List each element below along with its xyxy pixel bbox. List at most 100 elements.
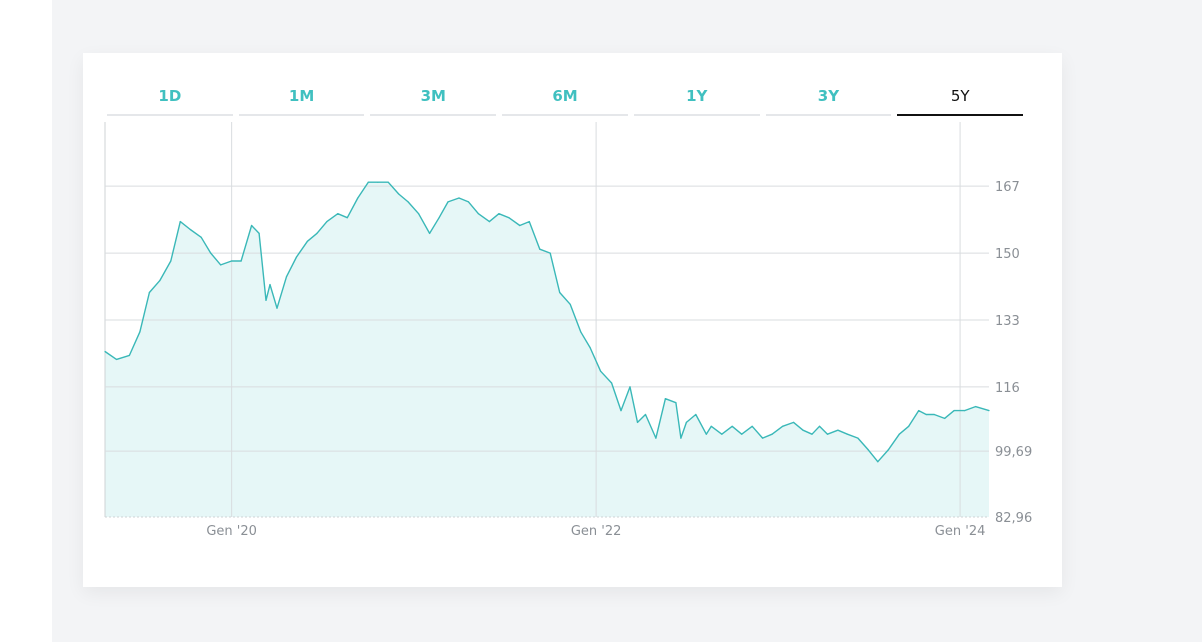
data-point — [580, 331, 582, 333]
data-point — [429, 232, 431, 234]
data-point — [793, 421, 795, 423]
y-tick-label: 82,96 — [995, 511, 1032, 526]
data-point — [655, 437, 657, 439]
data-point — [148, 291, 150, 294]
data-point — [771, 433, 773, 435]
data-point — [620, 410, 622, 412]
data-point — [826, 433, 829, 435]
data-point — [418, 213, 420, 215]
y-tick-label: 116 — [995, 381, 1020, 396]
data-point — [600, 370, 602, 372]
data-point — [644, 413, 647, 416]
data-point — [846, 433, 849, 435]
data-point — [837, 429, 839, 431]
data-point — [539, 248, 541, 250]
data-point — [200, 236, 202, 238]
data-point — [925, 413, 927, 416]
data-point — [387, 181, 389, 183]
data-point — [269, 284, 271, 286]
data-point — [944, 417, 946, 419]
data-point — [731, 425, 733, 427]
data-point — [488, 221, 490, 223]
data-point — [285, 276, 288, 278]
data-point — [933, 413, 935, 416]
y-tick-label: 150 — [995, 247, 1020, 262]
data-point — [811, 433, 813, 435]
tab-6m[interactable]: 6M — [502, 78, 628, 116]
y-tick-label: 133 — [995, 314, 1020, 329]
data-point — [664, 398, 667, 400]
data-point — [867, 449, 869, 451]
tab-1d[interactable]: 1D — [107, 78, 233, 116]
data-point — [407, 201, 409, 203]
data-point — [265, 299, 267, 301]
data-point — [240, 260, 242, 262]
data-point — [139, 331, 141, 333]
data-point — [710, 425, 712, 427]
data-point — [159, 280, 161, 282]
data-point — [477, 213, 479, 215]
tab-1m[interactable]: 1M — [238, 78, 365, 116]
tab-5y[interactable]: 5Y — [897, 78, 1024, 116]
data-point — [611, 382, 613, 384]
data-point — [762, 437, 764, 439]
data-point — [367, 181, 369, 183]
tab-1y[interactable]: 1Y — [633, 78, 760, 116]
tab-3y[interactable]: 3Y — [765, 78, 892, 116]
data-point — [751, 425, 753, 427]
data-point — [629, 386, 631, 388]
range-tabs: 1D 1M 3M 6M 1Y 3Y 5Y — [107, 78, 1024, 118]
data-point — [705, 433, 707, 435]
data-point — [695, 413, 697, 416]
series-line — [104, 181, 990, 463]
data-point — [802, 429, 804, 431]
data-point — [179, 221, 181, 223]
data-point — [189, 228, 191, 231]
data-point — [721, 433, 723, 435]
data-point — [782, 425, 784, 427]
data-point — [988, 410, 990, 412]
data-point — [438, 217, 440, 219]
data-point — [685, 421, 688, 423]
data-point — [306, 240, 308, 242]
data-point — [528, 221, 530, 223]
data-point — [818, 425, 821, 427]
series-area — [105, 182, 989, 517]
data-point — [210, 252, 212, 254]
data-point — [741, 433, 743, 435]
data-point — [467, 201, 470, 203]
data-point — [887, 449, 889, 451]
x-tick-label: Gen '22 — [571, 524, 622, 539]
data-point — [398, 193, 400, 195]
data-point — [357, 197, 359, 199]
data-point — [877, 461, 879, 463]
data-point — [636, 421, 639, 423]
x-tick-label: Gen '20 — [206, 524, 257, 539]
data-point — [964, 410, 966, 412]
data-point — [316, 232, 318, 234]
data-point — [115, 358, 118, 360]
data-point — [458, 197, 460, 199]
data-point — [104, 350, 106, 353]
data-point — [857, 437, 859, 439]
tab-3m[interactable]: 3M — [370, 78, 497, 116]
data-point — [508, 217, 510, 219]
data-point — [220, 264, 222, 266]
data-point — [974, 406, 977, 408]
x-tick-label: Gen '24 — [935, 524, 986, 539]
data-point — [128, 354, 130, 356]
data-point — [346, 217, 348, 219]
data-point — [295, 256, 298, 258]
data-point — [559, 291, 561, 294]
data-point — [589, 347, 591, 349]
data-point — [918, 410, 920, 412]
data-point — [908, 425, 910, 427]
data-point — [251, 224, 253, 227]
data-point — [377, 181, 379, 183]
y-tick-label: 99,69 — [995, 445, 1032, 460]
data-point — [498, 213, 500, 215]
data-point — [447, 201, 449, 203]
data-point — [898, 433, 900, 435]
y-tick-label: 167 — [995, 180, 1020, 195]
